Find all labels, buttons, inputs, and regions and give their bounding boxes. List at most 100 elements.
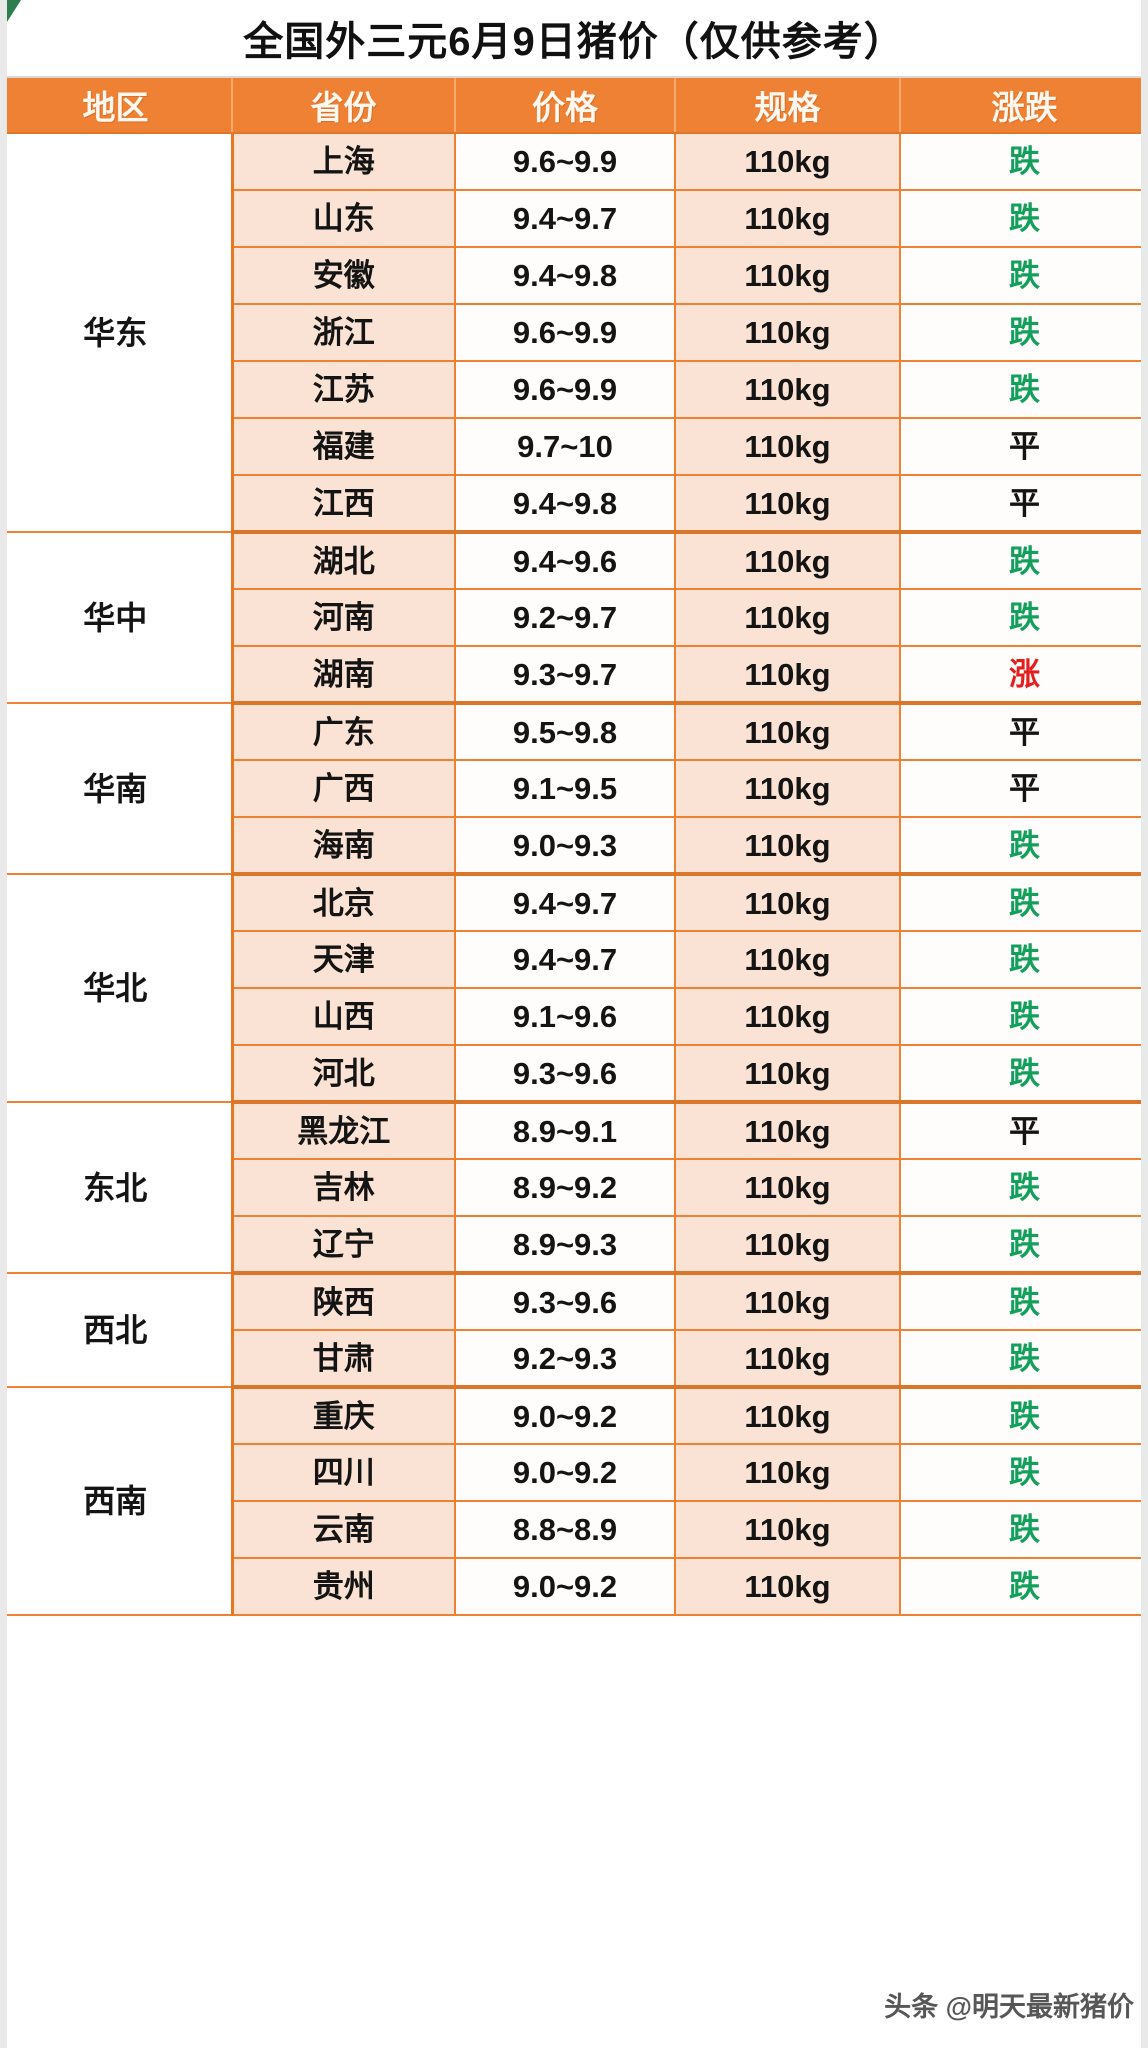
trend-cell: 跌 xyxy=(900,1216,1148,1275)
trend-cell: 平 xyxy=(900,703,1148,761)
province-cell: 湖南 xyxy=(232,646,456,705)
region-cell: 华南 xyxy=(0,703,234,875)
table-row: 河北 9.3~9.6 110kg 跌 xyxy=(0,1045,1148,1104)
trend-cell: 跌 xyxy=(900,1159,1148,1217)
province-cell: 广西 xyxy=(232,760,456,818)
trend-cell: 涨 xyxy=(900,646,1148,705)
price-cell: 9.0~9.2 xyxy=(455,1387,676,1445)
trend-cell: 跌 xyxy=(900,874,1148,932)
region-cell: 华东 xyxy=(0,133,234,533)
trend-cell: 跌 xyxy=(900,1330,1148,1389)
province-cell: 湖北 xyxy=(232,532,456,590)
table-row: 四川 9.0~9.2 110kg 跌 xyxy=(0,1444,1148,1502)
price-cell: 9.4~9.8 xyxy=(455,247,676,305)
spec-cell: 110kg xyxy=(675,532,901,590)
spec-cell: 110kg xyxy=(675,1387,901,1445)
column-header-trend: 涨跌 xyxy=(900,78,1148,134)
table-row: 云南 8.8~8.9 110kg 跌 xyxy=(0,1501,1148,1559)
province-cell: 福建 xyxy=(232,418,456,476)
province-cell: 安徽 xyxy=(232,247,456,305)
spec-cell: 110kg xyxy=(675,1102,901,1160)
province-cell: 河南 xyxy=(232,589,456,647)
price-cell: 9.7~10 xyxy=(455,418,676,476)
table-row: 广西 9.1~9.5 110kg 平 xyxy=(0,760,1148,818)
table-row: 华南 广东 9.5~9.8 110kg 平 xyxy=(0,703,1148,875)
pig-price-table: 地区 省份 价格 规格 涨跌 华东 上海 9.6~9.9 110kg 跌山东 9.4~9.… xyxy=(0,78,1148,1616)
price-cell: 9.2~9.3 xyxy=(455,1330,676,1389)
price-cell: 9.3~9.6 xyxy=(455,1045,676,1104)
table-row: 西北 陕西 9.3~9.6 110kg 跌 xyxy=(0,1273,1148,1388)
price-cell: 8.8~8.9 xyxy=(455,1501,676,1559)
table-row: 吉林 8.9~9.2 110kg 跌 xyxy=(0,1159,1148,1217)
price-cell: 9.6~9.9 xyxy=(455,304,676,362)
table-row: 安徽 9.4~9.8 110kg 跌 xyxy=(0,247,1148,305)
table-row: 华北 北京 9.4~9.7 110kg 跌 xyxy=(0,874,1148,1103)
table-body: 华东 上海 9.6~9.9 110kg 跌山东 9.4~9.7 110kg 跌安徽 9.4~9.… xyxy=(0,133,1148,1616)
province-cell: 四川 xyxy=(232,1444,456,1502)
price-cell: 9.0~9.3 xyxy=(455,817,676,876)
trend-cell: 跌 xyxy=(900,190,1148,248)
column-header-price: 价格 xyxy=(455,78,676,134)
spec-cell: 110kg xyxy=(675,133,901,191)
left-edge-strip xyxy=(0,0,7,2048)
price-cell: 8.9~9.2 xyxy=(455,1159,676,1217)
column-header-province: 省份 xyxy=(232,78,456,134)
trend-cell: 跌 xyxy=(900,1387,1148,1445)
province-cell: 河北 xyxy=(232,1045,456,1104)
spec-cell: 110kg xyxy=(675,817,901,876)
trend-cell: 跌 xyxy=(900,931,1148,989)
province-cell: 黑龙江 xyxy=(232,1102,456,1160)
price-cell: 9.4~9.7 xyxy=(455,931,676,989)
region-cell: 华中 xyxy=(0,532,234,704)
table-row: 山西 9.1~9.6 110kg 跌 xyxy=(0,988,1148,1046)
price-cell: 9.1~9.6 xyxy=(455,988,676,1046)
trend-cell: 跌 xyxy=(900,1558,1148,1616)
spec-cell: 110kg xyxy=(675,1444,901,1502)
price-cell: 9.6~9.9 xyxy=(455,133,676,191)
spec-cell: 110kg xyxy=(675,1330,901,1389)
trend-cell: 跌 xyxy=(900,817,1148,876)
region-cell: 西北 xyxy=(0,1273,234,1388)
province-cell: 山西 xyxy=(232,988,456,1046)
spec-cell: 110kg xyxy=(675,703,901,761)
column-header-region: 地区 xyxy=(0,78,233,134)
province-cell: 天津 xyxy=(232,931,456,989)
trend-cell: 跌 xyxy=(900,247,1148,305)
trend-cell: 跌 xyxy=(900,361,1148,419)
spec-cell: 110kg xyxy=(675,304,901,362)
price-cell: 8.9~9.1 xyxy=(455,1102,676,1160)
province-cell: 云南 xyxy=(232,1501,456,1559)
spec-cell: 110kg xyxy=(675,1273,901,1331)
table-row: 东北 黑龙江 8.9~9.1 110kg 平 xyxy=(0,1102,1148,1274)
spec-cell: 110kg xyxy=(675,988,901,1046)
price-cell: 9.6~9.9 xyxy=(455,361,676,419)
price-cell: 9.2~9.7 xyxy=(455,589,676,647)
table-row: 贵州 9.0~9.2 110kg 跌 xyxy=(0,1558,1148,1616)
trend-cell: 跌 xyxy=(900,988,1148,1046)
spec-cell: 110kg xyxy=(675,931,901,989)
price-cell: 9.4~9.6 xyxy=(455,532,676,590)
province-cell: 重庆 xyxy=(232,1387,456,1445)
table-header: 地区 省份 价格 规格 涨跌 xyxy=(0,78,1148,134)
province-cell: 江西 xyxy=(232,475,456,534)
price-cell: 9.3~9.7 xyxy=(455,646,676,705)
spec-cell: 110kg xyxy=(675,874,901,932)
province-cell: 陕西 xyxy=(232,1273,456,1331)
price-cell: 9.0~9.2 xyxy=(455,1444,676,1502)
trend-cell: 跌 xyxy=(900,1273,1148,1331)
table-row: 湖南 9.3~9.7 110kg 涨 xyxy=(0,646,1148,705)
corner-marker-icon xyxy=(7,0,21,22)
spec-cell: 110kg xyxy=(675,1159,901,1217)
table-row: 海南 9.0~9.3 110kg 跌 xyxy=(0,817,1148,876)
table-row: 西南 重庆 9.0~9.2 110kg 跌 xyxy=(0,1387,1148,1616)
trend-cell: 跌 xyxy=(900,1045,1148,1104)
price-cell: 9.1~9.5 xyxy=(455,760,676,818)
price-cell: 9.5~9.8 xyxy=(455,703,676,761)
table-row: 福建 9.7~10 110kg 平 xyxy=(0,418,1148,476)
spec-cell: 110kg xyxy=(675,1216,901,1275)
price-cell: 9.4~9.7 xyxy=(455,874,676,932)
table-row: 河南 9.2~9.7 110kg 跌 xyxy=(0,589,1148,647)
province-cell: 浙江 xyxy=(232,304,456,362)
spec-cell: 110kg xyxy=(675,247,901,305)
price-cell: 9.3~9.6 xyxy=(455,1273,676,1331)
